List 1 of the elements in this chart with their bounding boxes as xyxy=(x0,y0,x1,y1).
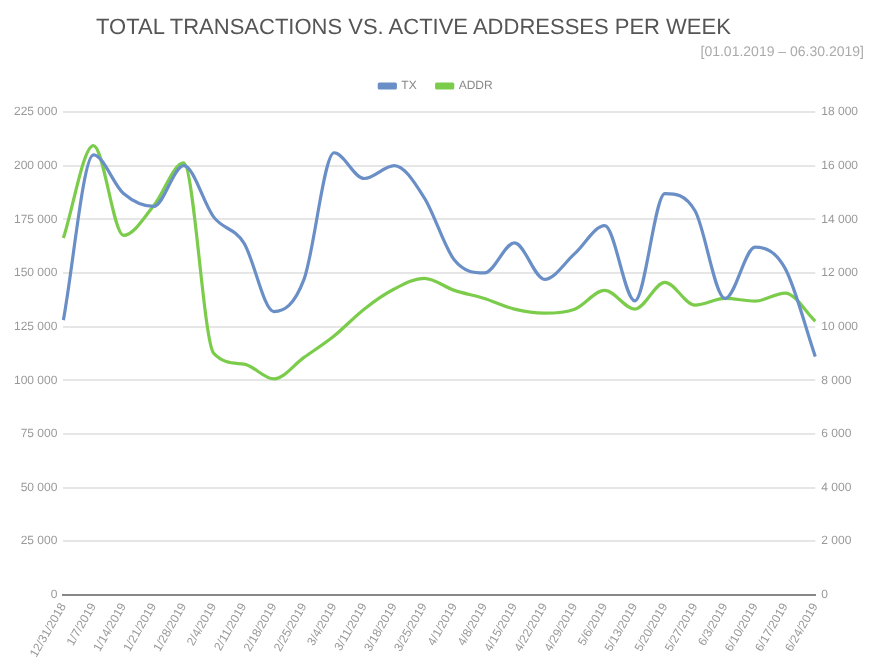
chart-title: TOTAL TRANSACTIONS VS. ACTIVE ADDRESSES PER WEEK xyxy=(96,16,731,40)
